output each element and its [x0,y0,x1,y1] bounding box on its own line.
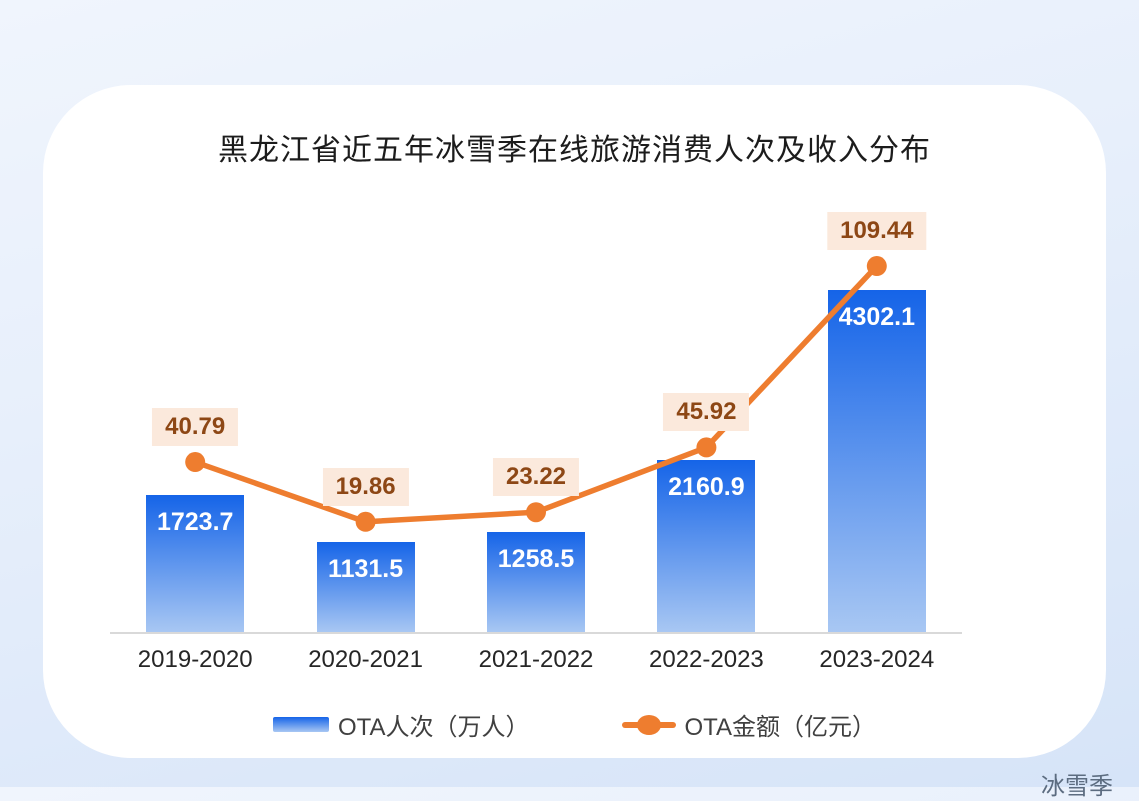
plot-area: 冰雪季 1723.7 1131.5 1258.5 2160.9 4302.1 2019-2… [110,205,1113,800]
legend-item-ota-amount: OTA金额（亿元） [621,707,877,742]
line-point [526,502,546,523]
chart-title: 黑龙江省近五年冰雪季在线旅游消费人次及收入分布 [218,134,931,167]
x-axis-line [110,632,962,634]
line-point [185,452,206,473]
bar-value-label: 2160.9 [668,473,745,501]
line-series-dot-icon [636,714,661,735]
legend-label-line: OTA金额（亿元） [684,714,877,741]
line-point [696,437,717,458]
x-tick-label: 2019-2020 [137,646,253,673]
bar-2020-2021: 1131.5 [316,542,415,632]
line-value-label: 40.79 [152,408,239,447]
x-tick-label: 2023-2024 [819,646,935,673]
line-series-marker-icon [621,714,676,735]
bar-value-label: 1258.5 [497,545,575,573]
bar-series-swatch-icon [272,717,329,732]
x-axis-title: 冰雪季 [1041,773,1113,800]
x-tick-label: 2020-2021 [308,646,423,673]
bar-value-label: 4302.1 [838,303,916,331]
line-point [866,256,887,277]
bar-2021-2022: 1258.5 [487,532,585,632]
ota-amount-line-series [185,256,887,532]
bar-value-label: 1131.5 [328,555,404,583]
chart-card: 黑龙江省近五年冰雪季在线旅游消费人次及收入分布 冰雪季 1723.7 1131.5… [43,85,1113,800]
x-tick-label: 2022-2023 [649,646,764,673]
bar-2022-2023: 2160.9 [657,460,756,632]
bar-2019-2020: 1723.7 [146,495,245,632]
line-value-label: 109.44 [827,212,927,251]
legend-item-ota-visitors: OTA人次（万人） [272,707,530,742]
line-point [355,511,376,532]
bar-value-label: 1723.7 [156,508,234,536]
x-tick-label: 2021-2022 [478,646,594,673]
line-value-label: 45.92 [663,393,750,432]
legend: OTA人次（万人） OTA金额（亿元） [43,707,1106,742]
line-value-label: 23.22 [492,458,580,497]
line-value-label: 19.86 [322,467,409,506]
bar-2023-2024: 4302.1 [827,290,926,632]
legend-label-bar: OTA人次（万人） [337,714,530,741]
